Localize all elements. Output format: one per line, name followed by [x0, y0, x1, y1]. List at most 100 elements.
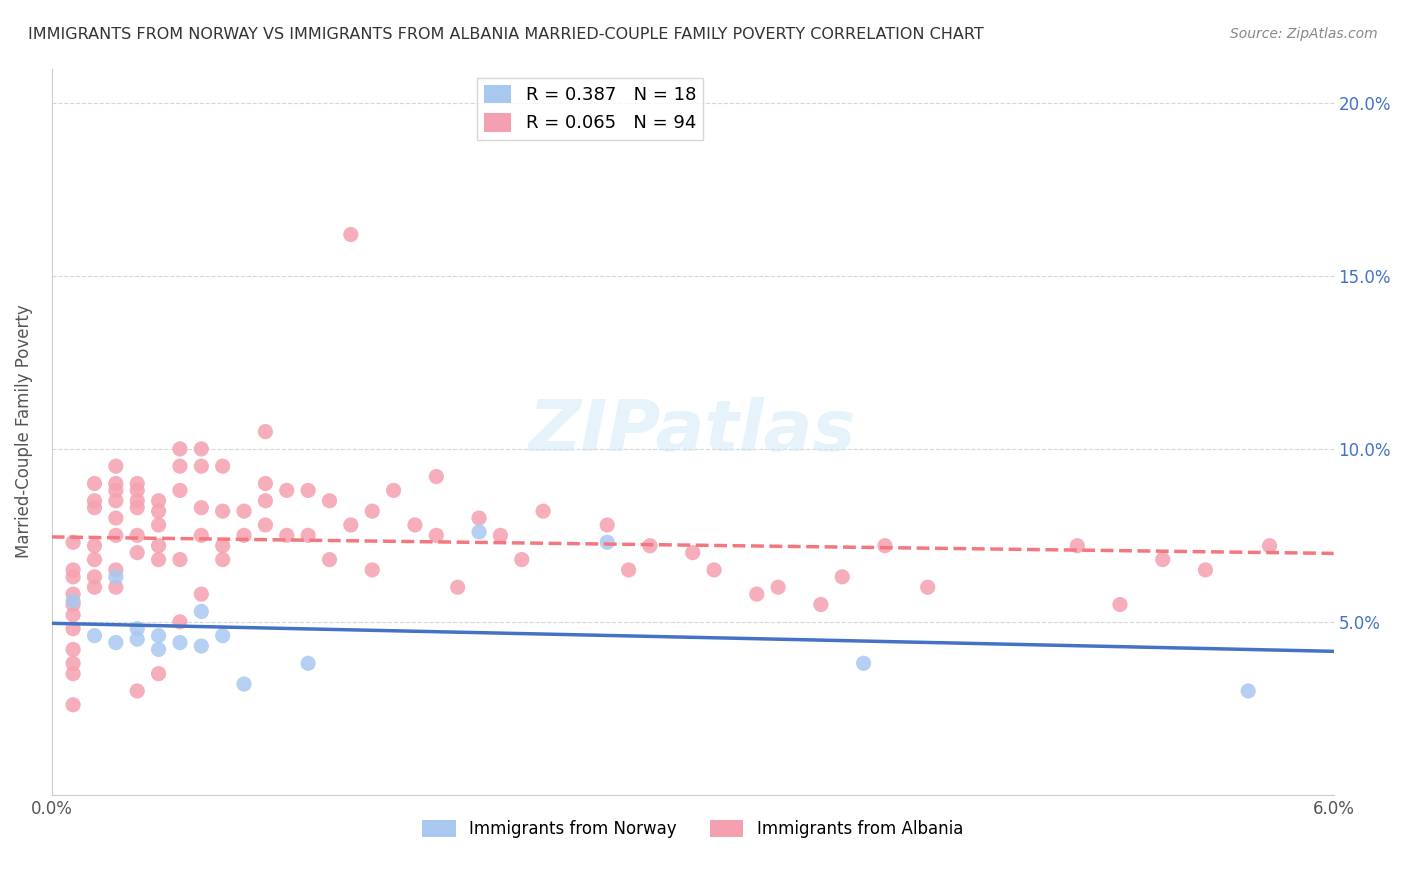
- Point: [127, 528, 149, 542]
- Point: [62, 666, 84, 681]
- Point: [340, 227, 363, 242]
- Point: [169, 635, 191, 649]
- Point: [211, 459, 233, 474]
- Text: IMMIGRANTS FROM NORWAY VS IMMIGRANTS FROM ALBANIA MARRIED-COUPLE FAMILY POVERTY : IMMIGRANTS FROM NORWAY VS IMMIGRANTS FRO…: [28, 27, 984, 42]
- Point: [83, 552, 105, 566]
- Point: [148, 552, 170, 566]
- Point: [83, 539, 105, 553]
- Point: [104, 476, 127, 491]
- Point: [297, 657, 319, 671]
- Point: [745, 587, 768, 601]
- Point: [276, 528, 298, 542]
- Point: [190, 459, 212, 474]
- Point: [233, 528, 256, 542]
- Point: [169, 459, 191, 474]
- Point: [1237, 684, 1260, 698]
- Y-axis label: Married-Couple Family Poverty: Married-Couple Family Poverty: [15, 305, 32, 558]
- Point: [917, 580, 939, 594]
- Point: [1194, 563, 1216, 577]
- Point: [831, 570, 853, 584]
- Point: [104, 580, 127, 594]
- Point: [127, 622, 149, 636]
- Point: [148, 504, 170, 518]
- Point: [468, 511, 491, 525]
- Point: [596, 535, 619, 549]
- Point: [638, 539, 661, 553]
- Point: [83, 500, 105, 515]
- Point: [83, 493, 105, 508]
- Text: ZIPatlas: ZIPatlas: [529, 397, 856, 467]
- Point: [382, 483, 405, 498]
- Point: [318, 493, 340, 508]
- Point: [104, 493, 127, 508]
- Point: [83, 580, 105, 594]
- Point: [104, 635, 127, 649]
- Point: [510, 552, 533, 566]
- Point: [148, 518, 170, 533]
- Point: [447, 580, 470, 594]
- Point: [190, 442, 212, 456]
- Point: [211, 552, 233, 566]
- Point: [852, 657, 875, 671]
- Point: [62, 622, 84, 636]
- Point: [127, 546, 149, 560]
- Point: [62, 570, 84, 584]
- Point: [211, 539, 233, 553]
- Point: [233, 677, 256, 691]
- Point: [104, 459, 127, 474]
- Point: [766, 580, 789, 594]
- Point: [682, 546, 704, 560]
- Point: [169, 552, 191, 566]
- Point: [404, 518, 426, 533]
- Point: [148, 666, 170, 681]
- Point: [1066, 539, 1088, 553]
- Point: [873, 539, 896, 553]
- Point: [169, 483, 191, 498]
- Point: [361, 563, 384, 577]
- Point: [104, 511, 127, 525]
- Point: [254, 493, 277, 508]
- Point: [104, 528, 127, 542]
- Point: [104, 570, 127, 584]
- Point: [83, 629, 105, 643]
- Point: [62, 607, 84, 622]
- Point: [62, 698, 84, 712]
- Point: [169, 442, 191, 456]
- Point: [169, 615, 191, 629]
- Point: [127, 684, 149, 698]
- Text: Source: ZipAtlas.com: Source: ZipAtlas.com: [1230, 27, 1378, 41]
- Point: [1152, 552, 1174, 566]
- Point: [297, 528, 319, 542]
- Point: [104, 563, 127, 577]
- Point: [810, 598, 832, 612]
- Point: [1109, 598, 1132, 612]
- Point: [190, 528, 212, 542]
- Point: [617, 563, 640, 577]
- Point: [62, 598, 84, 612]
- Point: [104, 483, 127, 498]
- Point: [254, 476, 277, 491]
- Point: [190, 587, 212, 601]
- Point: [148, 642, 170, 657]
- Point: [361, 504, 384, 518]
- Point: [127, 483, 149, 498]
- Point: [62, 594, 84, 608]
- Point: [254, 425, 277, 439]
- Point: [425, 469, 447, 483]
- Point: [425, 528, 447, 542]
- Point: [62, 563, 84, 577]
- Point: [148, 539, 170, 553]
- Point: [62, 642, 84, 657]
- Point: [531, 504, 554, 518]
- Point: [127, 500, 149, 515]
- Point: [276, 483, 298, 498]
- Point: [127, 476, 149, 491]
- Point: [190, 500, 212, 515]
- Point: [127, 632, 149, 646]
- Point: [489, 528, 512, 542]
- Point: [190, 639, 212, 653]
- Point: [62, 587, 84, 601]
- Point: [83, 476, 105, 491]
- Point: [1258, 539, 1281, 553]
- Legend: Immigrants from Norway, Immigrants from Albania: Immigrants from Norway, Immigrants from …: [416, 813, 970, 845]
